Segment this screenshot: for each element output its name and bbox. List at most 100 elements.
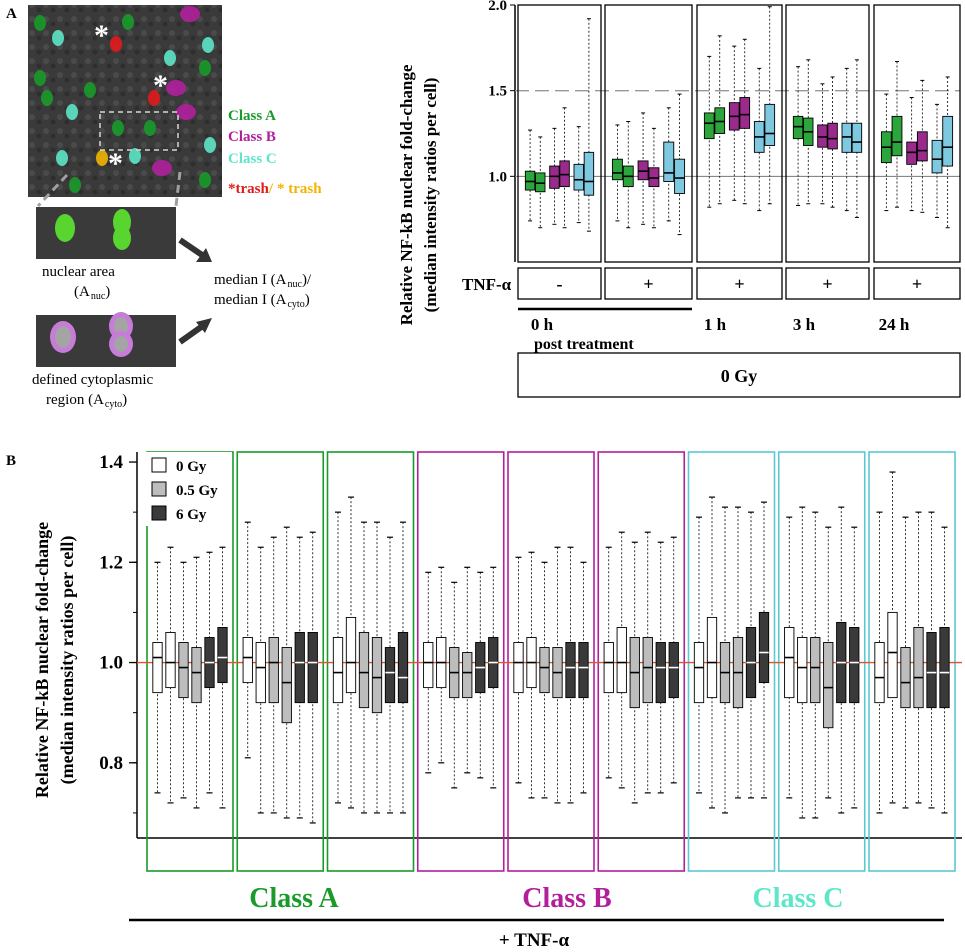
panel-b-box-0-0	[152, 642, 163, 694]
panel-a-box-0-5	[583, 151, 595, 196]
microscopy-image: * * *	[28, 5, 222, 197]
panel-a-group-frame-0	[517, 4, 602, 263]
cyto-sub: cyto	[105, 399, 122, 410]
trash-asterisk-1: *	[94, 19, 109, 52]
panel-b-box-6-0	[693, 642, 705, 704]
arrow-nuclear	[178, 237, 212, 262]
panel-b-box-7-2	[810, 637, 821, 704]
legend-trash-red: *trash	[228, 181, 269, 197]
nucleus-20	[56, 150, 68, 166]
panel-b-box-4-5	[578, 642, 589, 699]
panel-b-ytick-label-0: 0.8	[99, 753, 123, 774]
formula-line-1-sub: nuc	[287, 279, 302, 290]
panel-b-ytick-label-2: 1.2	[99, 552, 123, 573]
panel-b-box-5-4	[655, 642, 666, 704]
panel-a-time-0: 0 h	[531, 315, 554, 334]
formula-line-2-b: )	[305, 292, 310, 308]
panel-a-box-4-2	[906, 141, 918, 165]
panel-b-box-1-3	[281, 647, 292, 724]
panel-b-box-0-1	[165, 632, 176, 689]
panel-a-time-4: 24 h	[879, 315, 910, 334]
formula-line-2: median I (Acyto)	[214, 292, 310, 310]
panel-a-dose-box	[517, 352, 961, 398]
panel-b-box-2-4	[384, 647, 396, 704]
nucleus-3	[34, 70, 46, 86]
zoom-nucleus-1	[55, 214, 75, 242]
panel-b-ylabel-line-2: (median intensity ratios per cell)	[57, 536, 78, 785]
panel-b-box-7-3	[823, 642, 834, 729]
panel-a-box-4-5	[942, 115, 954, 167]
nucleus-24	[176, 104, 196, 120]
panel-a-tnf-cell-1	[604, 267, 693, 300]
panel-b-group-frame-1	[236, 451, 325, 872]
panel-b-ytick-label-3: 1.4	[99, 452, 123, 473]
panel-a-box-3-2	[817, 124, 828, 148]
panel-a-box-0-0	[524, 170, 536, 191]
panel-b-bottom-label: + TNF-α	[499, 930, 570, 951]
panel-a-tnf-label: TNF-α	[462, 275, 512, 294]
formula-line-1-a: median I (A	[214, 272, 287, 288]
panel-b-box-8-3	[913, 627, 924, 709]
nucleus-1	[34, 15, 46, 31]
panel-b-box-1-0	[242, 637, 253, 684]
legend-class-a: Class A	[228, 108, 276, 124]
panel-a-tnf-value-3: +	[822, 274, 832, 294]
cyto-nucleus-3	[114, 336, 128, 352]
panel-b-box-2-2	[358, 632, 370, 709]
cyto-label-2: region (Acyto)	[46, 392, 127, 410]
panel-b-group-frame-8	[868, 451, 956, 872]
panel-b-label: B	[6, 453, 16, 469]
panel-b-box-8-0	[874, 642, 885, 704]
panel-a-box-4-4	[931, 139, 943, 174]
panel-a-tnf-cell-0	[517, 267, 602, 300]
panel-a-group-frame-4	[873, 4, 961, 263]
panel-a-tnf-cell-4	[873, 267, 961, 300]
panel-b-box-8-5	[939, 627, 950, 709]
legend-class-c: Class C	[228, 151, 277, 167]
panel-a-box-1-4	[663, 141, 675, 182]
panel-b-box-5-0	[603, 642, 614, 694]
panel-b-group-frame-6	[687, 451, 776, 872]
formula-line-1: median I (Anuc)/	[214, 272, 312, 290]
zoom-nucleus-3	[113, 226, 131, 250]
panel-a-box-0-4	[573, 163, 584, 191]
panel-b-box-1-5	[307, 632, 318, 704]
panel-a-dose-label: 0 Gy	[721, 366, 758, 386]
nucleus-12	[199, 60, 211, 76]
panel-b-legend-swatch-1	[151, 481, 167, 497]
panel-a-box-0-1	[535, 172, 546, 193]
panel-a-ytick-label-2: 2.0	[488, 0, 507, 14]
panel-b-box-5-3	[642, 637, 653, 704]
panel-a-tnf-value-0: -	[557, 274, 563, 294]
panel-b-box-8-2	[900, 647, 911, 709]
panel-b-box-0-5	[217, 627, 228, 684]
nucleus-10	[164, 50, 176, 66]
panel-b-box-3-3	[462, 652, 473, 699]
nucleus-5	[66, 104, 78, 120]
panel-a-ylabel-line-1: Relative NF-kB nuclear fold-change	[397, 64, 416, 325]
legend-trash-separator: /	[268, 181, 274, 197]
nucleus-18	[152, 160, 172, 176]
nucleus-22	[199, 172, 211, 188]
panel-a-tnf-value-4: +	[912, 274, 922, 294]
panel-a-group-frame-1	[604, 4, 693, 263]
panel-b-group-frame-2	[326, 451, 415, 872]
panel-a-box-0-2	[549, 165, 560, 189]
panel-a-box-4-3	[916, 131, 928, 162]
panel-b-legend-swatch-0	[151, 457, 167, 473]
panel-a-box-3-0	[792, 115, 804, 140]
nucleus-19	[96, 150, 108, 166]
nucleus-13	[110, 36, 122, 52]
panel-a-box-3-3	[827, 122, 838, 150]
panel-b-box-2-5	[397, 632, 409, 704]
panel-b-group-frame-4	[507, 451, 595, 872]
panel-a: A * * * Class A Class B Class C *trash/*…	[6, 0, 961, 410]
zoom-connector-left	[36, 173, 69, 208]
panel-b-class-label-1: Class B	[522, 883, 611, 914]
panel-a-box-4-1	[891, 115, 903, 157]
panel-b-box-0-2	[178, 642, 189, 699]
panel-b-box-4-0	[513, 642, 524, 694]
nucleus-2	[52, 30, 64, 46]
nucleus-7	[122, 14, 134, 30]
panel-b-boxplot: B Relative NF-kB nuclear fold-change (medi…	[6, 451, 962, 951]
